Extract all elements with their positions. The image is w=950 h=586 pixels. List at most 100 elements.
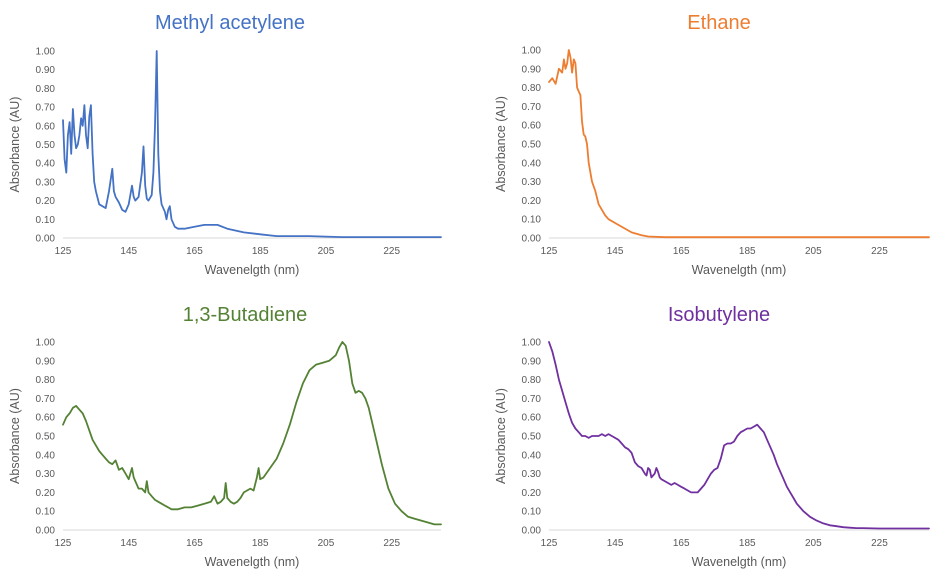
data-point xyxy=(358,390,360,392)
data-point xyxy=(90,104,92,106)
data-point xyxy=(84,104,86,106)
y-tick-label: 0.60 xyxy=(36,121,56,132)
y-tick-label: 0.80 xyxy=(522,83,542,94)
data-point xyxy=(700,488,702,490)
data-point xyxy=(862,527,864,529)
data-point xyxy=(704,484,706,486)
data-point xyxy=(598,203,600,205)
data-point xyxy=(66,416,68,418)
data-point xyxy=(250,488,252,490)
data-point xyxy=(151,495,153,497)
data-point xyxy=(131,185,133,187)
data-point xyxy=(348,360,350,362)
x-tick-label: 225 xyxy=(383,246,400,257)
data-point xyxy=(108,191,110,193)
data-point xyxy=(737,435,739,437)
chart-title: Methyl acetylene xyxy=(155,12,305,34)
data-point xyxy=(558,379,560,381)
data-point xyxy=(421,520,423,522)
data-point xyxy=(674,482,676,484)
data-point xyxy=(654,473,656,475)
data-point xyxy=(361,392,363,394)
data-point xyxy=(342,236,344,238)
data-point xyxy=(548,341,550,343)
data-point xyxy=(105,207,107,209)
data-point xyxy=(566,62,568,64)
data-point xyxy=(646,475,648,477)
data-point xyxy=(614,437,616,439)
data-point xyxy=(282,443,284,445)
data-point xyxy=(664,236,666,238)
data-point xyxy=(171,219,173,221)
data-point xyxy=(656,467,658,469)
data-point xyxy=(352,383,354,385)
data-point xyxy=(565,68,567,70)
data-point xyxy=(558,68,560,70)
x-tick-label: 125 xyxy=(55,538,72,549)
data-point xyxy=(72,407,74,409)
chart-title: Ethane xyxy=(687,12,750,34)
x-tick-label: 125 xyxy=(541,538,558,549)
y-tick-label: 0.30 xyxy=(36,469,56,480)
data-point xyxy=(92,439,94,441)
data-point xyxy=(895,528,897,530)
data-point xyxy=(66,172,68,174)
data-point xyxy=(555,83,557,85)
data-point xyxy=(177,228,179,230)
data-point xyxy=(743,430,745,432)
data-point xyxy=(568,413,570,415)
data-point xyxy=(710,473,712,475)
data-point xyxy=(717,467,719,469)
data-point xyxy=(243,492,245,494)
data-point xyxy=(138,196,140,198)
data-point xyxy=(561,72,563,74)
data-point xyxy=(659,477,661,479)
data-point xyxy=(667,482,669,484)
y-tick-label: 0.70 xyxy=(36,394,56,405)
data-point xyxy=(548,81,550,83)
y-tick-label: 0.90 xyxy=(522,356,542,367)
data-point xyxy=(108,462,110,464)
data-point xyxy=(158,501,160,503)
y-tick-label: 0.90 xyxy=(522,64,542,75)
data-point xyxy=(647,236,649,238)
y-tick-label: 0.00 xyxy=(36,526,56,537)
x-tick-label: 145 xyxy=(607,538,624,549)
data-point xyxy=(87,147,89,149)
data-point xyxy=(227,228,229,230)
data-point xyxy=(770,447,772,449)
data-point xyxy=(118,469,120,471)
data-point xyxy=(580,94,582,96)
data-point xyxy=(315,364,317,366)
data-point xyxy=(583,134,585,136)
data-point xyxy=(555,364,557,366)
data-point xyxy=(773,454,775,456)
data-point xyxy=(381,463,383,465)
chart-panel-3: 1,3-Butadiene 0.00 0.10 0.20 0.30 0.40 0.50 0.6… xyxy=(8,304,442,569)
data-point xyxy=(628,448,630,450)
y-tick-label: 0.00 xyxy=(522,526,542,537)
data-point xyxy=(842,526,844,528)
data-point xyxy=(98,204,100,206)
data-point xyxy=(637,465,639,467)
data-point xyxy=(276,458,278,460)
y-tick-label: 0.20 xyxy=(36,196,56,207)
data-point xyxy=(98,450,100,452)
data-point xyxy=(62,119,64,121)
y-tick-label: 1.00 xyxy=(36,338,56,349)
data-point xyxy=(578,431,580,433)
data-point xyxy=(591,181,593,183)
data-point xyxy=(69,413,71,415)
data-point xyxy=(64,159,66,161)
data-point xyxy=(309,235,311,237)
data-point xyxy=(236,501,238,503)
data-point xyxy=(184,507,186,509)
data-point xyxy=(570,57,572,59)
data-point xyxy=(803,510,805,512)
data-point xyxy=(862,236,864,238)
data-point xyxy=(148,492,150,494)
data-point xyxy=(345,345,347,347)
data-point xyxy=(816,520,818,522)
data-point xyxy=(440,524,442,526)
data-point xyxy=(753,426,755,428)
